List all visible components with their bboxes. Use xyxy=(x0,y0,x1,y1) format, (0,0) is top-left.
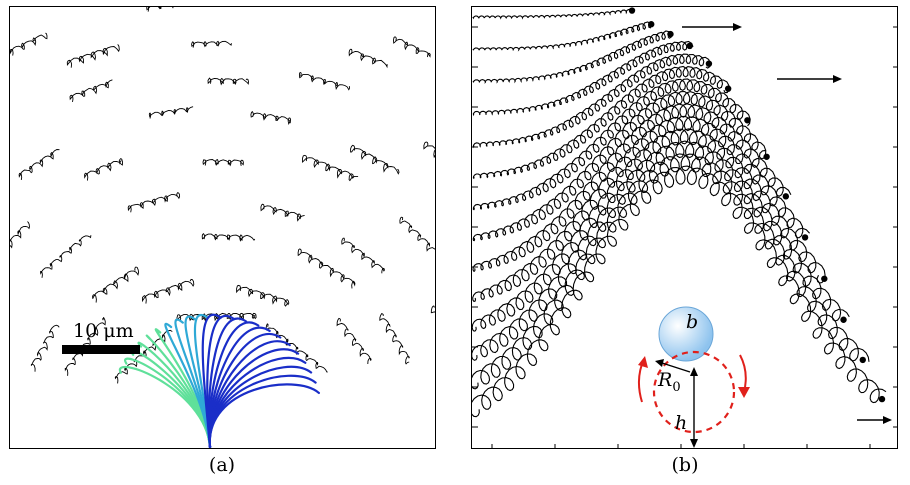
measured-trajectory xyxy=(10,221,30,249)
height-arrowhead-bottom xyxy=(690,439,698,448)
measured-trajectory xyxy=(298,71,350,91)
scale-bar-label: 10 μm xyxy=(73,320,134,342)
measured-trajectory xyxy=(393,36,431,58)
radius-arrowhead xyxy=(655,359,664,367)
simulated-trajectory xyxy=(472,90,767,242)
radius-symbol: R xyxy=(658,369,673,391)
trajectory-plot-a xyxy=(10,7,435,448)
trajectory-endpoint xyxy=(648,21,655,28)
measured-trajectory xyxy=(146,7,174,12)
radius-subscript: 0 xyxy=(672,379,681,395)
simulated-trajectory xyxy=(472,21,652,52)
measured-trajectory xyxy=(202,159,244,167)
scale-bar xyxy=(62,345,140,354)
measured-trajectory xyxy=(141,278,195,304)
trajectory-endpoint xyxy=(763,153,770,160)
simulated-trajectory xyxy=(472,8,633,20)
trajectory-plot-b xyxy=(472,7,897,448)
measured-trajectory xyxy=(84,158,123,181)
measured-trajectory xyxy=(201,233,256,242)
trajectory-endpoint xyxy=(859,356,866,364)
simulated-trajectory xyxy=(472,65,730,180)
measured-trajectory xyxy=(423,141,435,159)
trajectory-endpoint xyxy=(724,85,732,92)
measured-trajectory xyxy=(18,149,60,180)
measured-trajectory xyxy=(148,106,194,119)
orbit-circle xyxy=(652,350,736,434)
measured-trajectory xyxy=(69,79,113,102)
measured-trajectory xyxy=(64,316,106,376)
direction-arrowhead xyxy=(833,75,842,83)
trajectory-endpoint xyxy=(667,30,674,38)
simulated-trajectory xyxy=(472,103,792,272)
simulated-trajectory xyxy=(472,78,751,211)
height-arrowhead-top xyxy=(690,367,698,376)
measured-trajectory xyxy=(297,248,356,289)
measured-trajectory xyxy=(341,237,385,274)
measured-trajectory xyxy=(430,305,435,314)
caption-a: (a) xyxy=(208,454,236,476)
trajectory-endpoint xyxy=(840,316,847,323)
measured-trajectory xyxy=(336,317,372,365)
caption-b: (b) xyxy=(671,454,699,476)
height-label: h xyxy=(675,412,688,434)
simulated-trajectory xyxy=(472,115,811,302)
rotation-arrowhead-left xyxy=(638,356,648,368)
measured-trajectory xyxy=(191,40,232,48)
direction-arrowhead xyxy=(883,416,892,424)
measured-trajectory xyxy=(66,44,120,68)
panel-a-trajectories: 10 μm xyxy=(9,6,436,449)
measured-trajectory xyxy=(379,313,410,365)
measured-trajectory xyxy=(250,110,292,126)
measured-trajectory xyxy=(265,323,328,373)
simulated-trajectory xyxy=(472,140,850,361)
trajectory-endpoint xyxy=(821,275,828,282)
measured-trajectory xyxy=(348,48,388,69)
trajectory-endpoint xyxy=(878,395,886,403)
measured-trajectory xyxy=(40,235,92,278)
simulated-trajectory xyxy=(472,128,826,332)
particle-sphere xyxy=(658,306,714,362)
simulated-trajectory xyxy=(472,30,672,84)
trajectory-endpoint xyxy=(782,193,790,200)
measured-trajectory xyxy=(127,192,181,213)
trajectory-endpoint xyxy=(705,60,713,67)
simulated-trajectory xyxy=(472,53,711,149)
measured-trajectory xyxy=(10,32,48,56)
rotation-arrowhead-right xyxy=(738,387,750,398)
measured-trajectory xyxy=(30,324,60,372)
measured-trajectory xyxy=(350,144,400,175)
particle-label: b xyxy=(686,311,699,333)
trajectory-endpoint xyxy=(801,234,809,241)
radius-arrow xyxy=(658,361,691,373)
panel-b-simulation: b R0 h xyxy=(471,6,898,449)
radius-label: R0 xyxy=(658,369,681,395)
simulated-trajectory xyxy=(472,40,694,117)
rotation-arrow-right xyxy=(739,354,747,393)
trajectory-endpoint xyxy=(744,117,751,124)
measured-trajectory xyxy=(207,77,249,86)
measured-trajectory xyxy=(260,203,305,222)
flagellum-filament xyxy=(208,383,320,448)
trajectory-endpoint xyxy=(686,42,693,50)
measured-trajectory xyxy=(302,154,359,182)
simulated-trajectory xyxy=(472,165,887,418)
direction-arrowhead xyxy=(733,23,742,31)
measured-trajectory xyxy=(399,216,435,252)
measured-trajectory xyxy=(92,266,140,303)
measured-trajectory xyxy=(236,284,290,307)
trajectory-endpoint xyxy=(628,7,636,14)
